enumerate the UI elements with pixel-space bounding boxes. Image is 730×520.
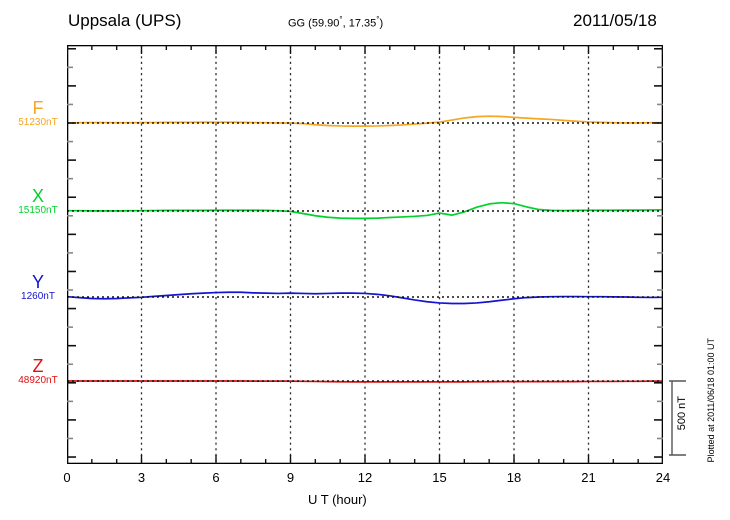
- magnetogram-plot-area: [67, 45, 663, 464]
- x-tick-label-21: 21: [581, 470, 596, 485]
- series-label-F: F 51230nT: [10, 98, 66, 129]
- x-tick-label-24: 24: [655, 470, 671, 485]
- x-tick-label-0: 0: [63, 470, 71, 485]
- plot-frame: [67, 45, 663, 464]
- scale-bar: [669, 380, 686, 456]
- series-baseline-Z: 48920nT: [18, 375, 58, 386]
- series-label-Y: Y 1260nT: [10, 272, 66, 303]
- geographic-coordinates: GG (59.90°, 17.35°): [288, 15, 383, 30]
- x-tick-label-6: 6: [212, 470, 220, 485]
- series-label-Z: Z 48920nT: [10, 356, 66, 387]
- series-symbol-Z: Z: [32, 356, 44, 376]
- coords-separator: ,: [342, 17, 346, 30]
- station-title: Uppsala (UPS): [68, 11, 182, 30]
- series-symbol-Y: Y: [31, 272, 44, 292]
- x-tick-label-3: 3: [137, 470, 146, 485]
- series-baseline-F: 51230nT: [18, 117, 58, 128]
- series-symbol-F: F: [32, 98, 44, 118]
- x-tick-label-18: 18: [506, 470, 522, 485]
- series-symbol-X: X: [31, 186, 44, 206]
- plotted-at-timestamp: Plotted at 2011/06/18 01:00 UT: [706, 338, 716, 463]
- latitude-value: 59.90: [311, 17, 340, 30]
- series-baseline-X: 15150nT: [18, 205, 58, 216]
- x-tick-label-15: 15: [432, 470, 447, 485]
- longitude-degree-icon: °: [376, 15, 380, 24]
- x-tick-label-12: 12: [357, 470, 373, 485]
- coords-prefix: GG (: [288, 17, 312, 30]
- longitude-value: 17.35: [348, 17, 377, 30]
- observation-date: 2011/05/18: [573, 11, 657, 30]
- plot-svg: [67, 45, 663, 464]
- scale-bar-label: 500 nT: [676, 396, 688, 431]
- baseline-group: [67, 122, 663, 382]
- coords-suffix: ): [379, 17, 384, 30]
- x-axis-title: U T (hour): [308, 492, 367, 507]
- gridlines: [140, 45, 590, 464]
- x-tick-label-9: 9: [286, 470, 295, 485]
- series-baseline-Y: 1260nT: [21, 291, 55, 302]
- latitude-degree-icon: °: [339, 15, 343, 24]
- series-label-X: X 15150nT: [10, 186, 66, 217]
